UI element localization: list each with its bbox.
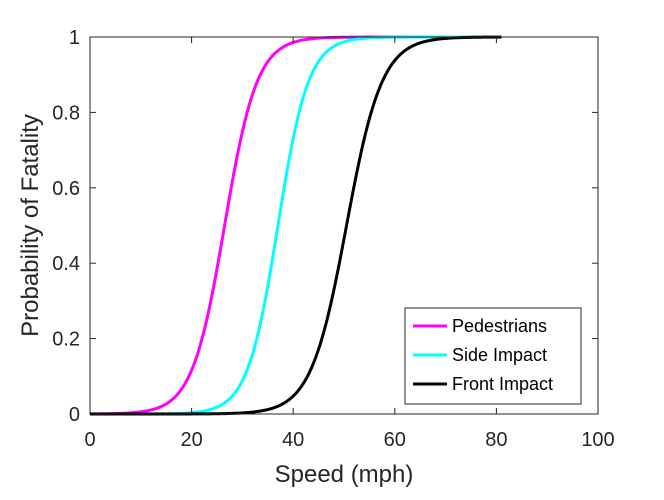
x-tick-label: 80	[485, 429, 507, 451]
legend-label-pedestrians: Pedestrians	[452, 316, 547, 336]
legend-label-front-impact: Front Impact	[452, 374, 553, 394]
legend-label-side-impact: Side Impact	[452, 345, 547, 365]
y-tick-label: 0.4	[52, 253, 80, 275]
y-tick-label: 0.6	[52, 178, 80, 200]
y-axis-ticks: 0 0.2 0.4 0.6 0.8 1	[52, 27, 598, 426]
x-tick-label: 20	[180, 429, 202, 451]
y-tick-label: 0	[69, 404, 80, 426]
y-tick-label: 0.2	[52, 329, 80, 351]
x-tick-label: 100	[581, 429, 614, 451]
x-tick-label: 0	[84, 429, 95, 451]
y-axis-title: Probability of Fatality	[17, 114, 44, 337]
y-tick-label: 1	[69, 27, 80, 49]
x-axis-ticks: 0 20 40 60 80 100	[84, 37, 615, 451]
plot-frame	[89, 36, 599, 415]
x-axis-title: Speed (mph)	[275, 461, 414, 488]
legend-items: Pedestrians Side Impact Front Impact	[413, 316, 553, 394]
x-tick-label: 60	[384, 429, 406, 451]
y-tick-label: 0.8	[52, 102, 80, 124]
x-tick-label: 40	[282, 429, 304, 451]
legend: Pedestrians Side Impact Front Impact	[404, 307, 582, 405]
